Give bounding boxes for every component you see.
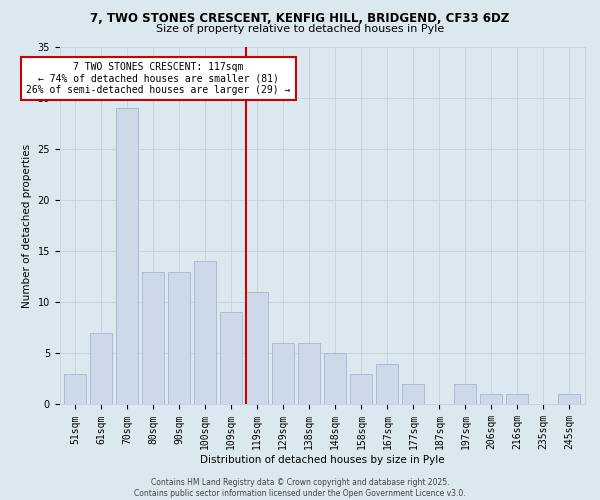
Bar [116,108,139,405]
Bar [272,343,295,404]
Bar [298,343,320,404]
Y-axis label: Number of detached properties: Number of detached properties [22,144,32,308]
Bar [325,354,346,405]
Bar [220,312,242,404]
Bar [376,364,398,405]
Bar [350,374,373,404]
Bar [246,292,268,405]
X-axis label: Distribution of detached houses by size in Pyle: Distribution of detached houses by size … [200,455,445,465]
Bar [454,384,476,404]
Bar [194,262,217,404]
Text: 7, TWO STONES CRESCENT, KENFIG HILL, BRIDGEND, CF33 6DZ: 7, TWO STONES CRESCENT, KENFIG HILL, BRI… [91,12,509,26]
Bar [559,394,580,404]
Bar [506,394,529,404]
Bar [90,333,112,404]
Text: Contains HM Land Registry data © Crown copyright and database right 2025.
Contai: Contains HM Land Registry data © Crown c… [134,478,466,498]
Bar [168,272,190,404]
Bar [64,374,86,404]
Bar [481,394,502,404]
Bar [403,384,424,404]
Text: 7 TWO STONES CRESCENT: 117sqm
← 74% of detached houses are smaller (81)
26% of s: 7 TWO STONES CRESCENT: 117sqm ← 74% of d… [26,62,291,95]
Bar [142,272,164,404]
Text: Size of property relative to detached houses in Pyle: Size of property relative to detached ho… [156,24,444,34]
